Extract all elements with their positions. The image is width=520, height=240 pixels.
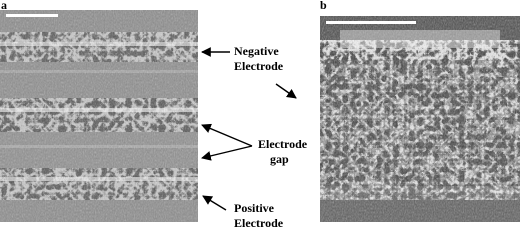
arrow [275,83,297,99]
panel-label: a [1,0,7,12]
annotation: Positive [234,201,275,215]
annotation: Electrode [234,216,284,230]
annotation: Electrode [234,59,284,73]
annotation: gap [270,152,289,166]
arrow [201,123,253,147]
sem-image-a [0,10,198,222]
annotation: Electrode [258,137,308,151]
annotation: Negative [234,44,279,58]
arrow [201,145,253,161]
panel-label: b [320,0,327,12]
figure: a b Negative Electrode Electrode gap Pos… [0,0,520,230]
sem-image-b [320,16,520,222]
arrow [202,195,227,211]
